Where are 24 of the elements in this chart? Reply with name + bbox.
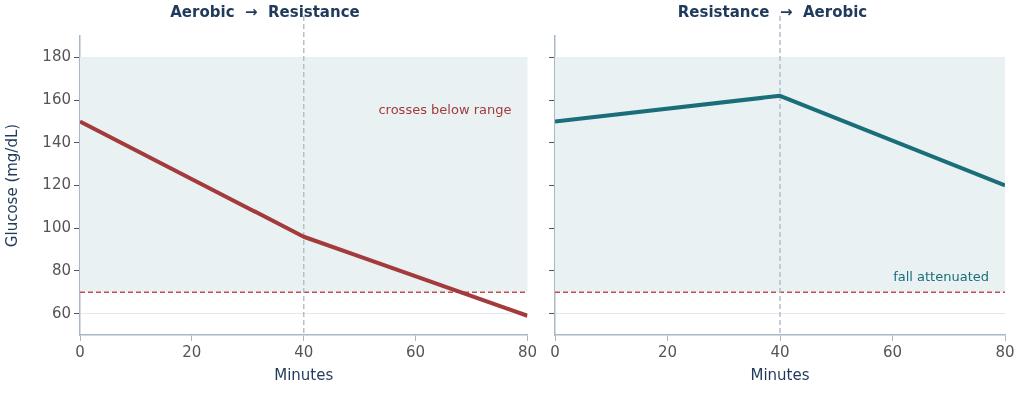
x-tick-label: 0 bbox=[550, 342, 560, 361]
y-tick-label: 60 bbox=[51, 303, 71, 322]
y-tick-label: 120 bbox=[42, 175, 71, 194]
y-tick-label: 180 bbox=[42, 47, 71, 66]
x-tick-label: 20 bbox=[657, 342, 678, 361]
x-tick-label: 80 bbox=[517, 342, 537, 361]
x-tick-label: 40 bbox=[294, 342, 314, 361]
y-tick-label: 100 bbox=[42, 218, 71, 237]
x-tick-label: 0 bbox=[75, 342, 85, 361]
annotation: fall attenuated bbox=[893, 268, 989, 284]
y-axis-title: Glucose (mg/dL) bbox=[2, 123, 21, 248]
chart-title: Aerobic → Resistance bbox=[170, 2, 360, 21]
x-tick-label: 20 bbox=[182, 342, 202, 361]
x-tick-label: 60 bbox=[406, 342, 426, 361]
x-axis-title: Minutes bbox=[750, 365, 810, 384]
x-tick-label: 60 bbox=[882, 342, 903, 361]
chart-title: Resistance → Aerobic bbox=[677, 2, 868, 21]
y-tick-label: 160 bbox=[42, 89, 71, 108]
x-tick-label: 80 bbox=[995, 342, 1015, 361]
y-tick-label: 80 bbox=[51, 260, 71, 279]
x-tick-label: 40 bbox=[770, 342, 790, 361]
y-tick-label: 140 bbox=[42, 132, 71, 151]
annotation: crosses below range bbox=[378, 102, 512, 118]
x-axis-title: Minutes bbox=[274, 365, 334, 384]
